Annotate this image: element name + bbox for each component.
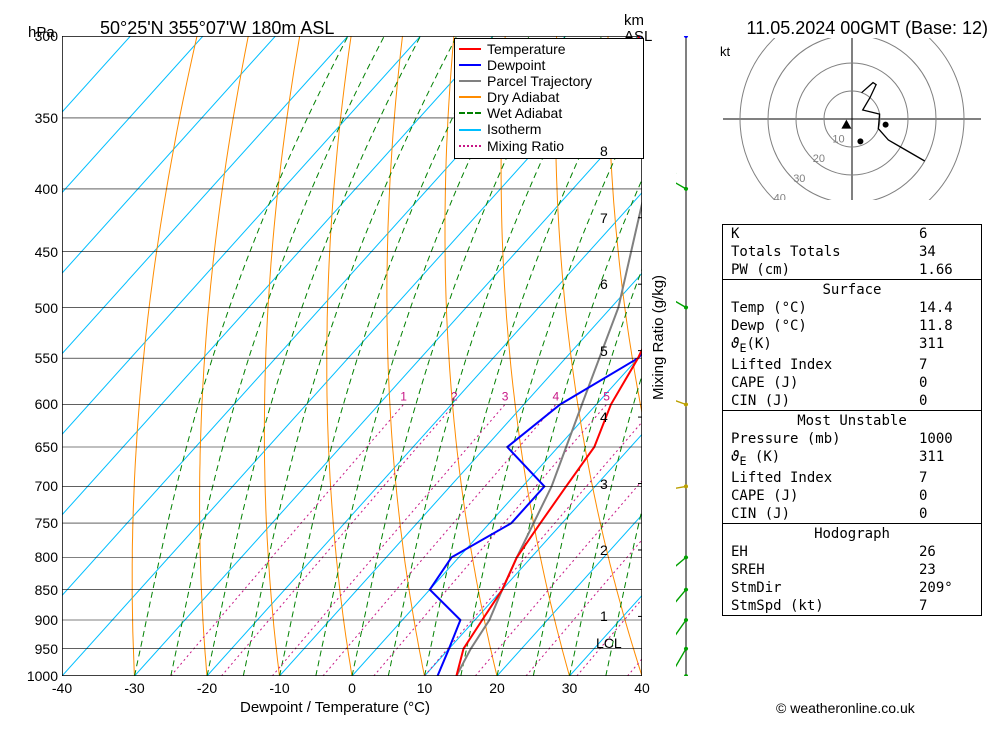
table-row: SREH23 [723,561,981,579]
ytick-km: 3 [600,476,608,492]
ytick-hpa: 750 [18,515,58,531]
xlabel: Dewpoint / Temperature (°C) [240,699,430,716]
table-row: StmDir209° [723,579,981,597]
xtick-temp: 0 [337,680,367,696]
svg-text:5: 5 [603,389,610,403]
xtick-temp: -20 [192,680,222,696]
table-row: StmSpd (kt)7 [723,597,981,615]
legend-item: Dry Adiabat [459,89,639,105]
indices-table: K6Totals Totals34PW (cm)1.66SurfaceTemp … [722,224,982,616]
legend-item: Isotherm [459,121,639,137]
xtick-temp: 30 [555,680,585,696]
xtick-temp: -30 [120,680,150,696]
legend-item: Wet Adiabat [459,105,639,121]
table-row: ϑE (K)311 [723,448,981,469]
wind-barbs [676,36,716,676]
hodograph: 10 20 30 40 [723,38,981,200]
footer-credit: © weatheronline.co.uk [776,700,915,716]
ytick-hpa: 300 [18,28,58,44]
ytick-hpa: 450 [18,244,58,260]
ytick-hpa: 350 [18,110,58,126]
table-row: K6 [723,225,981,243]
xtick-temp: 20 [482,680,512,696]
ytick-km: 2 [600,542,608,558]
table-row: Lifted Index7 [723,356,981,374]
ytick-hpa: 900 [18,612,58,628]
svg-text:30: 30 [793,173,805,185]
ytick-km: 1 [600,608,608,624]
svg-text:10: 10 [832,134,844,146]
xtick-temp: -40 [47,680,77,696]
legend: TemperatureDewpointParcel TrajectoryDry … [454,38,644,159]
ylabel-mixing-ratio: Mixing Ratio (g/kg) [650,275,667,400]
table-row: Temp (°C)14.4 [723,299,981,317]
ytick-hpa: 700 [18,478,58,494]
section-header: Most Unstable [723,410,981,430]
svg-text:2: 2 [451,389,458,403]
ytick-hpa: 550 [18,350,58,366]
ytick-hpa: 800 [18,549,58,565]
ytick-hpa: 850 [18,582,58,598]
title-right: 11.05.2024 00GMT (Base: 12) [747,18,988,39]
ytick-km: 7 [600,210,608,226]
xtick-temp: -10 [265,680,295,696]
legend-item: Mixing Ratio [459,138,639,154]
ytick-hpa: 650 [18,439,58,455]
ytick-km: 5 [600,343,608,359]
section-header: Surface [723,279,981,299]
legend-item: Dewpoint [459,57,639,73]
svg-text:4: 4 [552,389,559,403]
table-row: ϑE(K)311 [723,335,981,356]
table-row: Pressure (mb)1000 [723,430,981,448]
ytick-km: 4 [600,409,608,425]
xtick-temp: 10 [410,680,440,696]
table-row: CIN (J)0 [723,392,981,410]
table-row: PW (cm)1.66 [723,261,981,279]
svg-text:20: 20 [813,153,825,165]
ytick-hpa: 950 [18,641,58,657]
svg-text:3: 3 [502,389,509,403]
svg-text:40: 40 [774,192,786,200]
table-row: Lifted Index7 [723,469,981,487]
lcl-label: LCL [596,635,622,651]
legend-item: Parcel Trajectory [459,73,639,89]
ytick-hpa: 500 [18,300,58,316]
table-row: EH26 [723,543,981,561]
table-row: Totals Totals34 [723,243,981,261]
legend-item: Temperature [459,41,639,57]
table-row: CAPE (J)0 [723,374,981,392]
section-header: Hodograph [723,523,981,543]
table-row: Dewp (°C)11.8 [723,317,981,335]
ytick-km: 6 [600,276,608,292]
ytick-km: 8 [600,143,608,159]
table-row: CAPE (J)0 [723,487,981,505]
ytick-hpa: 600 [18,396,58,412]
svg-text:1: 1 [400,389,407,403]
ytick-hpa: 400 [18,181,58,197]
table-row: CIN (J)0 [723,505,981,523]
xtick-temp: 40 [627,680,657,696]
